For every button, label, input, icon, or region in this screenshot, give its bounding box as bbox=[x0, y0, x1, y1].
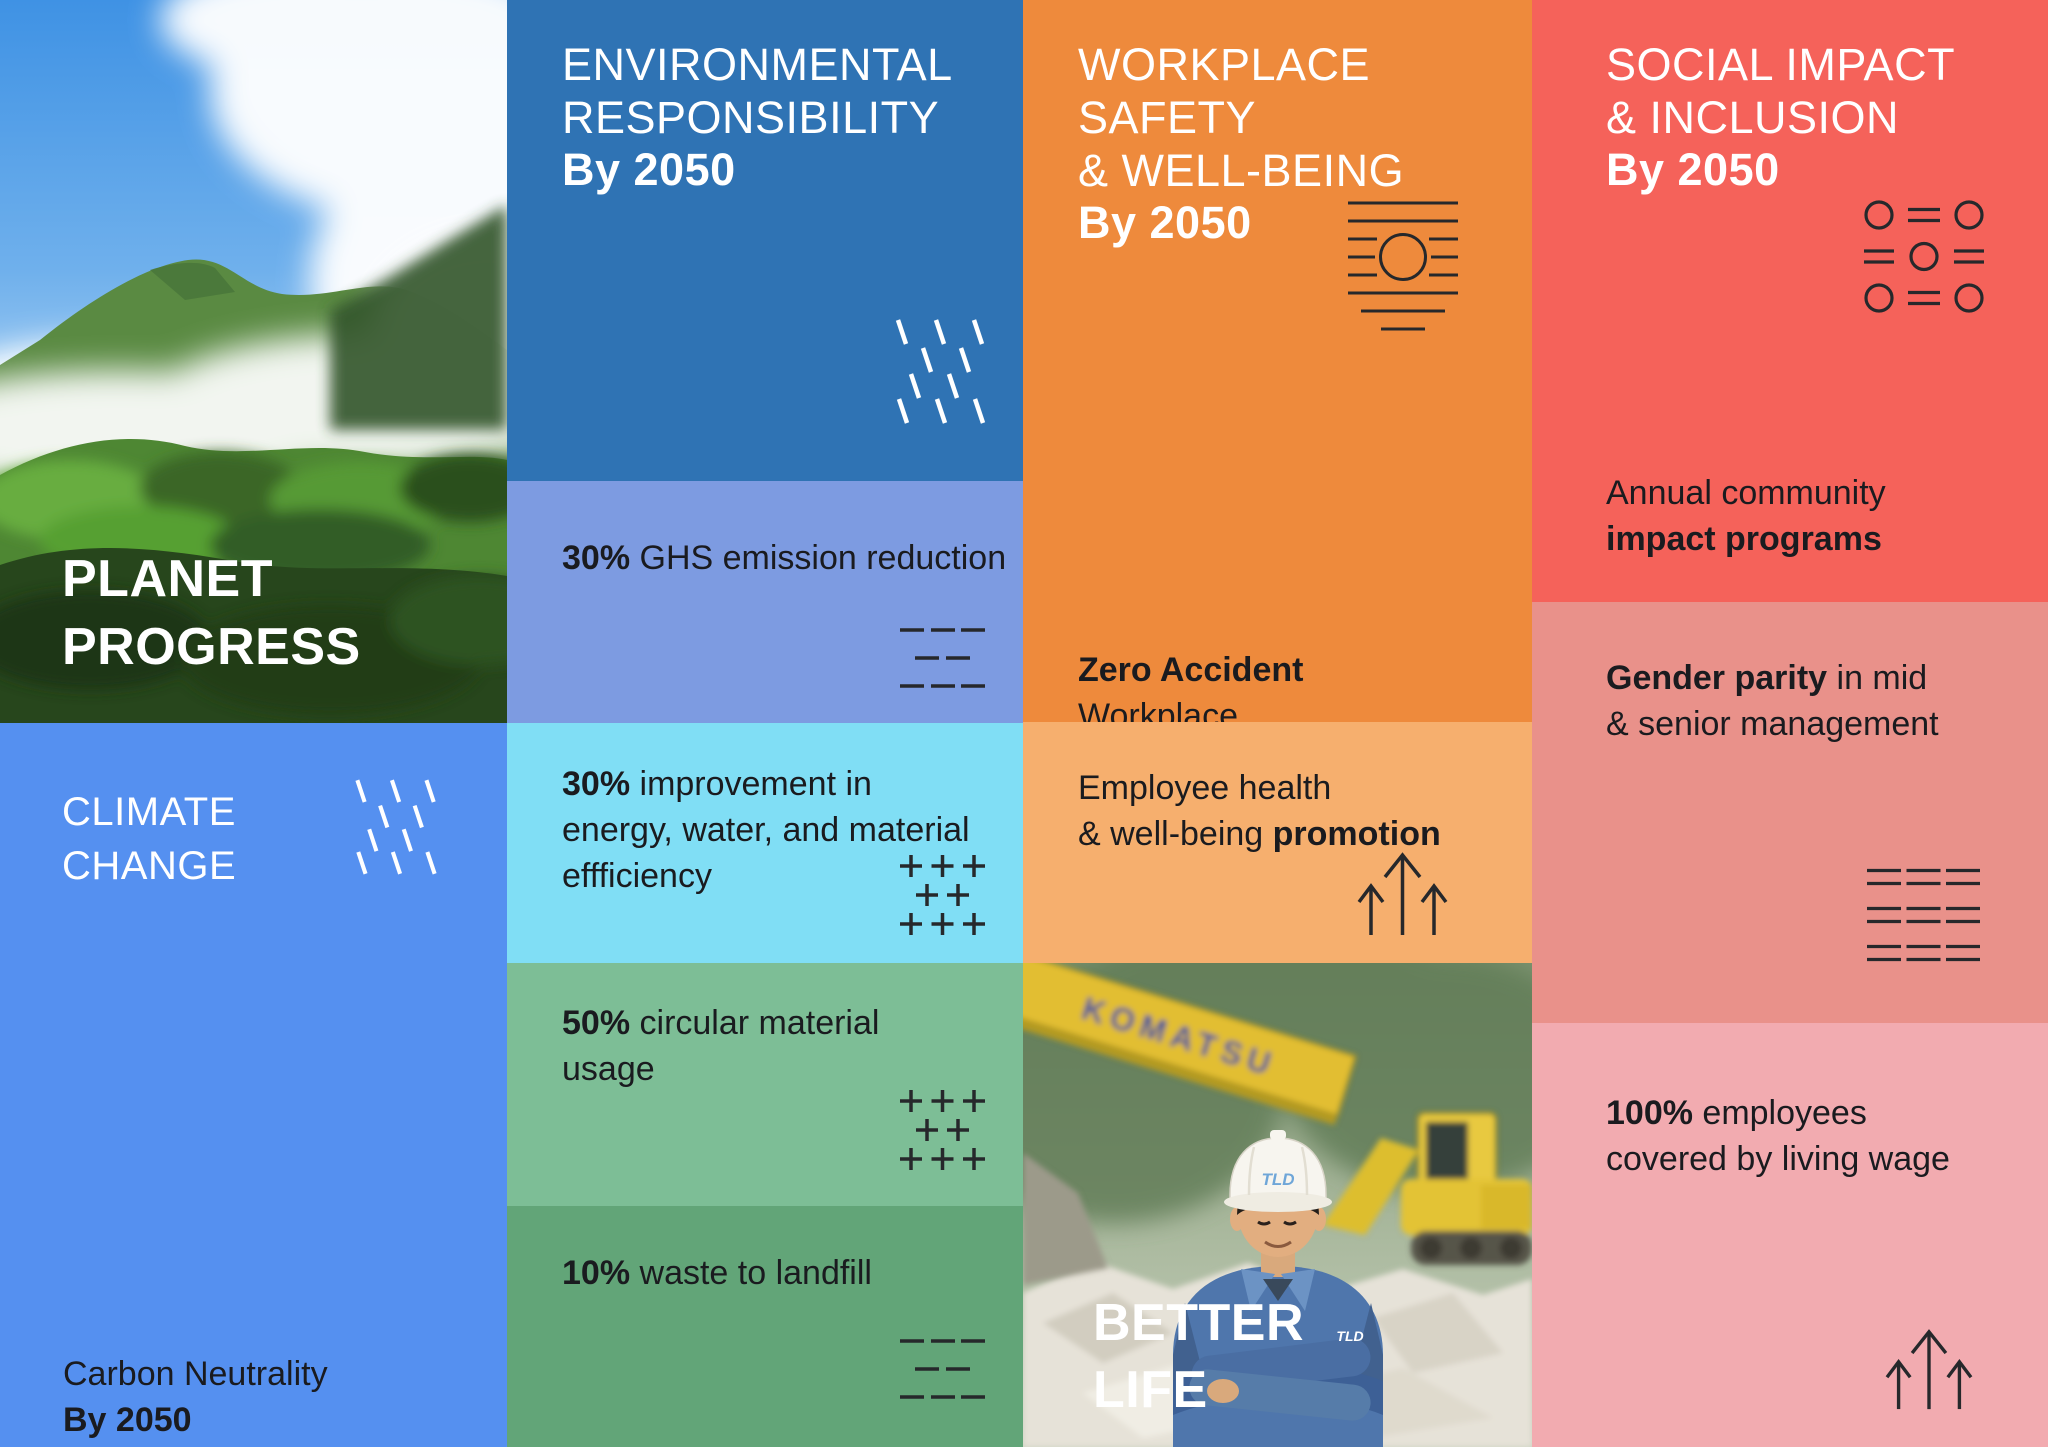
goal-text: circular material usage bbox=[562, 1004, 880, 1088]
column-workplace: WORKPLACE SAFETY & WELL-BEING By 2050 Z bbox=[1023, 0, 1532, 1447]
ghs-emission-block: 30% GHS emission reduction bbox=[507, 481, 1023, 723]
carbon-neutrality-goal: Carbon Neutrality By 2050 bbox=[63, 1305, 328, 1447]
forest-photo bbox=[0, 0, 507, 723]
social-title-year: By 2050 bbox=[1606, 144, 1780, 195]
community-impact-goal: Annual community impact programs bbox=[1606, 470, 1886, 562]
ghs-emission-goal: 30% GHS emission reduction bbox=[562, 535, 1006, 581]
plus-icon bbox=[900, 1090, 985, 1170]
column-social: SOCIAL IMPACT & INCLUSION By 2050 Annual… bbox=[1532, 0, 2048, 1447]
goal-value: 30% bbox=[562, 765, 631, 803]
workplace-title-block: WORKPLACE SAFETY & WELL-BEING By 2050 Z bbox=[1023, 0, 1532, 722]
workplace-title: WORKPLACE SAFETY & WELL-BEING bbox=[1078, 39, 1405, 196]
equality-grid-icon bbox=[1867, 868, 1980, 962]
goal-text: in mid & senior management bbox=[1606, 659, 1939, 743]
goal-text: Workplace bbox=[1078, 697, 1238, 722]
goal-value: 50% bbox=[562, 1004, 631, 1042]
rain-icon bbox=[895, 319, 986, 424]
environmental-title-block: ENVIRONMENTAL RESPONSIBILITY By 2050 bbox=[507, 0, 1023, 481]
rain-icon bbox=[355, 779, 437, 875]
efficiency-block: 30% improvement in energy, water, and ma… bbox=[507, 723, 1023, 963]
employee-health-goal: Employee health & well-being promotion bbox=[1078, 765, 1441, 857]
helmet-logo: TLD bbox=[1261, 1170, 1294, 1189]
column-planet-progress: PLANET PROGRESS CLIMATE CHANGE Carbon Ne… bbox=[0, 0, 507, 1447]
gender-parity-goal: Gender parity in mid & senior management bbox=[1606, 655, 1939, 747]
goal-value: Gender parity bbox=[1606, 659, 1828, 697]
climate-change-block: CLIMATE CHANGE Carbon Neutrality By 2050 bbox=[0, 723, 507, 1447]
goal-value: 100% bbox=[1606, 1094, 1693, 1132]
living-wage-goal: 100% employees covered by living wage bbox=[1606, 1090, 1950, 1182]
climate-change-label: CLIMATE CHANGE bbox=[62, 790, 237, 888]
goal-text: waste to landfill bbox=[630, 1254, 872, 1292]
employee-health-block: Employee health & well-being promotion bbox=[1023, 722, 1532, 963]
social-title: SOCIAL IMPACT & INCLUSION bbox=[1606, 39, 1956, 143]
goal-text: Employee health & well-being bbox=[1078, 769, 1332, 853]
worker-illustration: TLD TLD bbox=[1173, 1130, 1383, 1447]
gender-parity-block: Gender parity in mid & senior management bbox=[1532, 602, 2048, 1023]
circular-material-goal: 50% circular material usage bbox=[562, 1000, 879, 1092]
workplace-title-year: By 2050 bbox=[1078, 197, 1252, 248]
zero-accident-goal: Zero Accident Workplace bbox=[1078, 601, 1303, 722]
social-title-block: SOCIAL IMPACT & INCLUSION By 2050 Annual… bbox=[1532, 0, 2048, 602]
worker-photo-block: KOMATSU bbox=[1023, 963, 1532, 1447]
living-wage-block: 100% employees covered by living wage bbox=[1532, 1023, 2048, 1447]
dashes-icon bbox=[900, 628, 985, 688]
circular-material-block: 50% circular material usage bbox=[507, 963, 1023, 1206]
carbon-neutrality-text: Carbon Neutrality bbox=[63, 1355, 328, 1393]
worker-photo: KOMATSU bbox=[1023, 963, 1532, 1447]
column-environmental: ENVIRONMENTAL RESPONSIBILITY By 2050 30%… bbox=[507, 0, 1023, 1447]
diversity-circles-icon bbox=[1864, 200, 1984, 313]
waste-landfill-goal: 10% waste to landfill bbox=[562, 1250, 872, 1296]
workplace-title-group: WORKPLACE SAFETY & WELL-BEING By 2050 bbox=[1078, 38, 1532, 248]
goal-text: employees covered by living wage bbox=[1606, 1094, 1950, 1178]
environmental-title-group: ENVIRONMENTAL RESPONSIBILITY By 2050 bbox=[562, 38, 953, 195]
social-title-group: SOCIAL IMPACT & INCLUSION By 2050 bbox=[1606, 38, 1955, 195]
goal-value: 10% bbox=[562, 1254, 631, 1292]
waste-landfill-block: 10% waste to landfill bbox=[507, 1206, 1023, 1447]
forest-photo-block: PLANET PROGRESS bbox=[0, 0, 507, 723]
environmental-title-year: By 2050 bbox=[562, 144, 736, 195]
dashes-icon bbox=[900, 1339, 985, 1399]
goal-text: Annual community bbox=[1606, 474, 1886, 512]
goal-value: promotion bbox=[1272, 815, 1441, 853]
shirt-logo: TLD bbox=[1336, 1328, 1363, 1344]
efficiency-goal: 30% improvement in energy, water, and ma… bbox=[562, 761, 970, 899]
up-arrows-icon bbox=[1885, 1329, 1973, 1410]
goal-value: 30% bbox=[562, 539, 631, 577]
carbon-neutrality-year: By 2050 bbox=[63, 1401, 192, 1439]
up-arrows-icon bbox=[1357, 852, 1448, 935]
goal-text: GHS emission reduction bbox=[630, 539, 1007, 577]
goal-value: Zero Accident bbox=[1078, 651, 1304, 689]
environmental-title: ENVIRONMENTAL RESPONSIBILITY bbox=[562, 39, 953, 143]
better-life-caption: BETTER LIFE bbox=[1093, 1294, 1304, 1419]
hero-title: PLANET PROGRESS bbox=[62, 550, 361, 676]
excavator-illustration: KOMATSU bbox=[1023, 963, 1532, 1285]
goal-text: improvement in energy, water, and materi… bbox=[562, 765, 970, 895]
goal-value: impact programs bbox=[1606, 520, 1882, 558]
